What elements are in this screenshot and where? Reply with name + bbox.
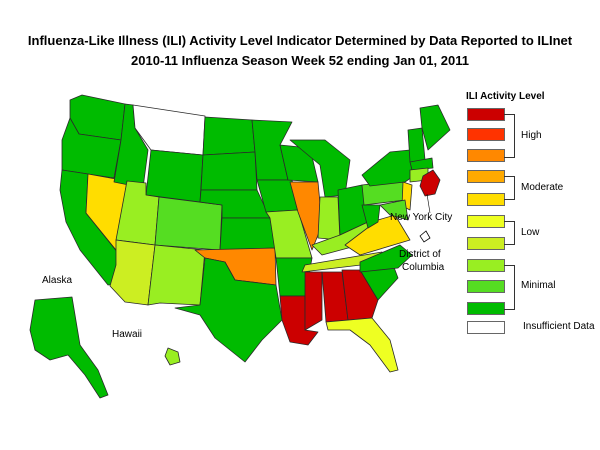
state-georgia[interactable] xyxy=(341,269,379,321)
state-wyoming[interactable] xyxy=(145,149,204,203)
state-vermont-new-hampshire[interactable] xyxy=(407,127,426,163)
legend-swatch-level-6 xyxy=(467,193,505,206)
state-illinois[interactable] xyxy=(289,181,323,251)
state-new-york[interactable] xyxy=(361,149,416,187)
nyc-inset[interactable] xyxy=(419,169,441,197)
map-subtitle: 2010-11 Influenza Season Week 52 ending … xyxy=(131,53,469,68)
new-york-city-label: New York City xyxy=(390,212,452,223)
map-title: Influenza-Like Illness (ILI) Activity Le… xyxy=(27,33,573,48)
nyc-connector xyxy=(426,193,431,214)
dc-label-line2: Columbia xyxy=(402,262,445,273)
legend-swatch-level-5 xyxy=(467,215,505,228)
dc-marker[interactable] xyxy=(419,230,431,243)
state-colorado[interactable] xyxy=(154,196,223,251)
legend-bracket-low xyxy=(504,221,515,245)
legend-swatch-level-10 xyxy=(467,108,505,121)
legend-label-minimal: Minimal xyxy=(521,280,556,291)
hawaii-label: Hawaii xyxy=(112,329,142,340)
state-maine[interactable] xyxy=(419,104,451,151)
state-indiana[interactable] xyxy=(317,196,341,241)
state-west-virginia[interactable] xyxy=(361,204,381,229)
legend-swatch-level-7 xyxy=(467,170,505,183)
state-hawaii[interactable] xyxy=(164,347,181,366)
state-kansas[interactable] xyxy=(219,217,276,251)
legend-bracket-minimal xyxy=(504,265,515,310)
state-alaska[interactable] xyxy=(29,296,109,399)
state-mississippi[interactable] xyxy=(304,271,323,331)
state-florida[interactable] xyxy=(325,317,399,373)
state-north-carolina[interactable] xyxy=(359,244,413,273)
state-arizona[interactable] xyxy=(109,239,156,306)
state-texas[interactable] xyxy=(174,257,283,363)
legend-label-insufficient: Insufficient Data xyxy=(523,321,595,332)
legend-bracket-high xyxy=(504,114,515,158)
dc-label-line1: District of xyxy=(399,249,441,260)
legend-label-moderate: Moderate xyxy=(521,182,564,193)
state-oregon[interactable] xyxy=(61,117,122,179)
legend-swatch-level-8 xyxy=(467,149,505,162)
legend-swatch-level-3 xyxy=(467,259,505,272)
state-new-mexico[interactable] xyxy=(147,244,206,306)
legend-title: ILI Activity Level xyxy=(466,91,545,102)
legend-swatch-level-9 xyxy=(467,128,505,141)
legend-swatch-level-2 xyxy=(467,280,505,293)
state-maryland-delaware[interactable] xyxy=(379,199,409,221)
legend-bracket-moderate xyxy=(504,176,515,200)
state-north-dakota[interactable] xyxy=(202,116,256,156)
legend-swatch-insufficient xyxy=(467,321,505,334)
legend-label-high: High xyxy=(521,130,542,141)
state-south-dakota[interactable] xyxy=(200,151,258,191)
legend-swatch-level-4 xyxy=(467,237,505,250)
legend-swatch-level-1 xyxy=(467,302,505,315)
legend-label-low: Low xyxy=(521,227,540,238)
alaska-label: Alaska xyxy=(42,275,72,286)
state-massachusetts[interactable] xyxy=(409,157,434,171)
